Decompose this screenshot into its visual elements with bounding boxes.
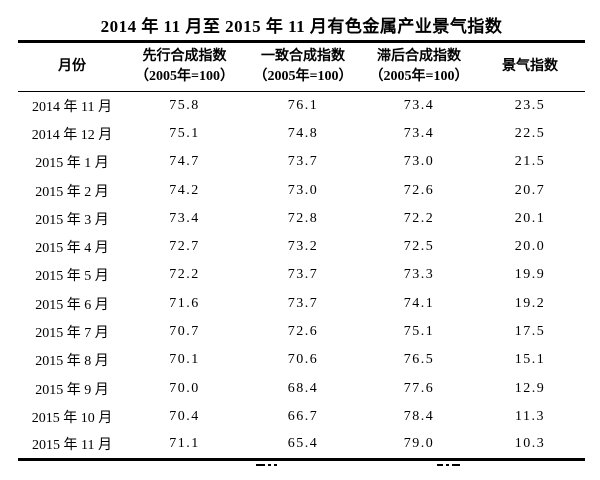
value-cell: 66.7 bbox=[287, 408, 319, 424]
month-cell: 2015 年 11 月 bbox=[32, 438, 112, 454]
value-cell: 12.9 bbox=[514, 380, 546, 396]
value-cell: 74.1 bbox=[403, 295, 435, 311]
value-cell: 20.1 bbox=[514, 210, 546, 226]
column-header-label: 月份 bbox=[58, 59, 86, 74]
column-header-label: 景气指数 bbox=[502, 59, 558, 74]
table-row: 2015 年 3 月 73.4 72.8 72.2 20.1 bbox=[18, 205, 585, 233]
month-cell: 2015 年 7 月 bbox=[35, 326, 109, 342]
value-cell: 70.4 bbox=[169, 408, 200, 424]
column-header-label: 先行合成指数 bbox=[142, 49, 227, 64]
month-cell: 2015 年 1 月 bbox=[35, 156, 109, 172]
value-cell: 70.0 bbox=[169, 380, 200, 396]
header-row: 月份 先行合成指数 （2005年=100） 一致合成指数 （2005年=100）… bbox=[18, 42, 585, 92]
table-row: 2015 年 4 月 72.7 73.2 72.5 20.0 bbox=[18, 233, 585, 261]
table-row: 2014 年 12 月 75.1 74.8 73.4 22.5 bbox=[18, 120, 585, 148]
table-row: 2015 年 11 月 71.1 65.4 79.0 10.3 bbox=[18, 431, 585, 459]
column-header-lagging-index: 滞后合成指数 （2005年=100） bbox=[363, 42, 475, 92]
value-cell: 15.1 bbox=[514, 352, 546, 368]
value-cell: 73.4 bbox=[403, 125, 435, 141]
month-cell: 2014 年 11 月 bbox=[32, 99, 112, 115]
value-cell: 70.6 bbox=[287, 352, 319, 368]
month-cell: 2015 年 3 月 bbox=[35, 212, 109, 228]
value-cell: 75.1 bbox=[403, 324, 435, 340]
month-cell: 2015 年 6 月 bbox=[35, 297, 109, 313]
month-cell: 2014 年 12 月 bbox=[31, 127, 113, 143]
table-row: 2015 年 9 月 70.0 68.4 77.6 12.9 bbox=[18, 374, 585, 402]
value-cell: 75.8 bbox=[169, 97, 200, 113]
value-cell: 71.6 bbox=[169, 295, 200, 311]
value-cell: 21.5 bbox=[514, 154, 546, 170]
value-cell: 17.5 bbox=[514, 324, 546, 340]
value-cell: 73.4 bbox=[403, 97, 435, 113]
value-cell: 73.7 bbox=[287, 154, 319, 170]
column-header-label: 一致合成指数 bbox=[261, 49, 345, 64]
month-cell: 2015 年 9 月 bbox=[35, 382, 109, 398]
month-cell: 2015 年 8 月 bbox=[35, 354, 109, 370]
value-cell: 10.3 bbox=[514, 436, 546, 452]
table-row: 2015 年 7 月 70.7 72.6 75.1 17.5 bbox=[18, 318, 585, 346]
value-cell: 72.6 bbox=[403, 182, 435, 198]
value-cell: 73.7 bbox=[287, 295, 319, 311]
month-cell: 2015 年 10 月 bbox=[31, 410, 113, 426]
month-cell: 2015 年 4 月 bbox=[35, 241, 109, 257]
column-header-subline: （2005年=100） bbox=[369, 69, 469, 84]
value-cell: 68.4 bbox=[287, 380, 319, 396]
value-cell: 23.5 bbox=[514, 97, 546, 113]
value-cell: 73.3 bbox=[403, 267, 435, 283]
value-cell: 75.1 bbox=[169, 125, 200, 141]
value-cell: 22.5 bbox=[514, 125, 546, 141]
value-cell: 73.0 bbox=[287, 182, 319, 198]
table-row: 2015 年 6 月 71.6 73.7 74.1 19.2 bbox=[18, 290, 585, 318]
value-cell: 74.8 bbox=[287, 125, 319, 141]
value-cell: 73.2 bbox=[287, 239, 319, 255]
table-header: 月份 先行合成指数 （2005年=100） 一致合成指数 （2005年=100）… bbox=[18, 42, 585, 92]
column-header-month: 月份 bbox=[18, 42, 126, 92]
month-cell: 2015 年 5 月 bbox=[35, 269, 109, 285]
column-header-subline: （2005年=100） bbox=[253, 69, 353, 84]
value-cell: 20.7 bbox=[514, 182, 546, 198]
value-cell: 73.4 bbox=[169, 210, 200, 226]
value-cell: 73.7 bbox=[287, 267, 319, 283]
column-header-prosperity-index: 景气指数 bbox=[475, 42, 585, 92]
table-body: 2014 年 11 月 75.8 76.1 73.4 23.5 2014 年 12 月 75… bbox=[18, 92, 585, 460]
value-cell: 70.1 bbox=[169, 352, 200, 368]
value-cell: 70.7 bbox=[169, 324, 200, 340]
column-header-leading-index: 先行合成指数 （2005年=100） bbox=[126, 42, 243, 92]
value-cell: 76.1 bbox=[287, 97, 319, 113]
value-cell: 78.4 bbox=[403, 408, 435, 424]
cropped-row-fragment bbox=[437, 464, 460, 466]
value-cell: 74.2 bbox=[169, 182, 200, 198]
value-cell: 72.7 bbox=[169, 239, 200, 255]
cropped-row-fragment bbox=[256, 464, 277, 466]
value-cell: 79.0 bbox=[403, 436, 435, 452]
table-row: 2015 年 1 月 74.7 73.7 73.0 21.5 bbox=[18, 148, 585, 176]
value-cell: 76.5 bbox=[403, 352, 435, 368]
value-cell: 77.6 bbox=[403, 380, 435, 396]
value-cell: 19.9 bbox=[514, 267, 546, 283]
table-row: 2015 年 8 月 70.1 70.6 76.5 15.1 bbox=[18, 346, 585, 374]
column-header-coincident-index: 一致合成指数 （2005年=100） bbox=[243, 42, 363, 92]
value-cell: 72.5 bbox=[403, 239, 435, 255]
column-header-label: 滞后合成指数 bbox=[377, 49, 461, 64]
value-cell: 72.6 bbox=[287, 324, 319, 340]
value-cell: 20.0 bbox=[514, 239, 546, 255]
table-row: 2015 年 2 月 74.2 73.0 72.6 20.7 bbox=[18, 176, 585, 204]
table-row: 2014 年 11 月 75.8 76.1 73.4 23.5 bbox=[18, 92, 585, 120]
table-row: 2015 年 5 月 72.2 73.7 73.3 19.9 bbox=[18, 261, 585, 289]
value-cell: 74.7 bbox=[169, 154, 200, 170]
table-row: 2015 年 10 月 70.4 66.7 78.4 11.3 bbox=[18, 403, 585, 431]
column-header-subline: （2005年=100） bbox=[135, 69, 234, 84]
value-cell: 19.2 bbox=[514, 295, 546, 311]
value-cell: 73.0 bbox=[403, 154, 435, 170]
page-title: 2014 年 11 月至 2015 年 11 月有色金属产业景气指数 bbox=[100, 17, 503, 36]
prosperity-index-table: 月份 先行合成指数 （2005年=100） 一致合成指数 （2005年=100）… bbox=[18, 40, 585, 461]
value-cell: 71.1 bbox=[169, 436, 200, 452]
value-cell: 72.8 bbox=[287, 210, 319, 226]
value-cell: 11.3 bbox=[515, 408, 545, 424]
value-cell: 72.2 bbox=[403, 210, 435, 226]
value-cell: 72.2 bbox=[169, 267, 200, 283]
value-cell: 65.4 bbox=[287, 436, 319, 452]
month-cell: 2015 年 2 月 bbox=[35, 184, 109, 200]
